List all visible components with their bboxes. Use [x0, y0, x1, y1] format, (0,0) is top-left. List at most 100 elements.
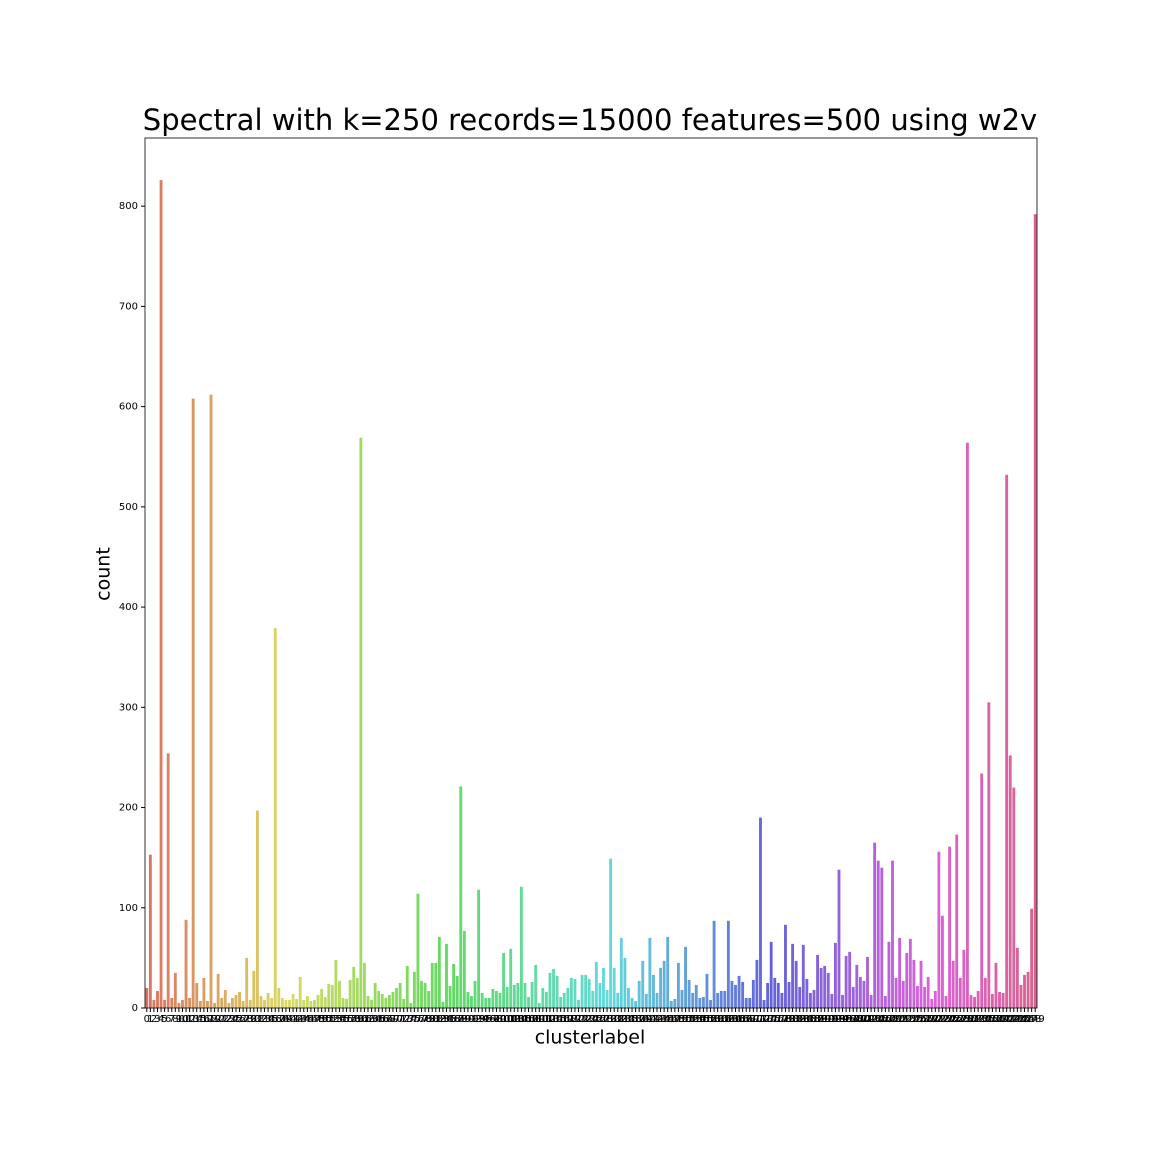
bar	[156, 990, 159, 1008]
x-tick-label: 60	[354, 1014, 367, 1025]
bar	[188, 997, 192, 1008]
bar	[552, 968, 555, 1008]
x-tick-label: 55	[337, 1014, 350, 1025]
bar	[687, 979, 691, 1008]
bar	[784, 924, 787, 1008]
x-tick-label: 206	[872, 1014, 891, 1025]
x-tick-label: 61	[358, 1014, 371, 1025]
x-tick-label: 87	[451, 1014, 464, 1025]
x-tick-label: 90	[462, 1014, 475, 1025]
x-tick-label: 178	[772, 1014, 791, 1025]
bar	[166, 753, 170, 1008]
x-tick-label: 100	[494, 1014, 513, 1025]
bar	[591, 990, 595, 1008]
x-tick-label: 14	[190, 1014, 203, 1025]
bar	[291, 993, 295, 1008]
x-tick-label: 56	[340, 1014, 353, 1025]
bar	[705, 973, 709, 1008]
x-tick-label: 119	[562, 1014, 581, 1025]
bar	[691, 992, 695, 1008]
x-tick-label: 145	[655, 1014, 674, 1025]
x-tick-label: 53	[330, 1014, 343, 1025]
bar	[894, 977, 898, 1008]
x-tick-label: 8	[172, 1014, 178, 1025]
bar	[830, 993, 834, 1008]
bar	[627, 987, 630, 1008]
x-tick-label: 5	[161, 1014, 167, 1025]
x-tick-label: 183	[790, 1014, 809, 1025]
bar	[323, 996, 327, 1008]
bar	[470, 995, 473, 1008]
bar	[926, 976, 930, 1008]
x-tick-label: 117	[555, 1014, 574, 1025]
bar	[577, 999, 580, 1008]
x-tick-label: 148	[665, 1014, 684, 1025]
bar	[213, 1002, 217, 1008]
bar	[206, 1000, 209, 1008]
bar	[955, 834, 959, 1008]
x-tick-label: 4	[158, 1014, 164, 1025]
x-tick-label: 125	[583, 1014, 602, 1025]
bar	[716, 992, 720, 1008]
x-tick-label: 189	[812, 1014, 831, 1025]
y-tick-label: 200	[119, 803, 138, 814]
bar	[320, 988, 324, 1008]
x-tick-label: 50	[319, 1014, 332, 1025]
bar	[584, 974, 588, 1008]
bar	[801, 944, 805, 1008]
x-tick-label: 114	[544, 1014, 563, 1025]
bar	[908, 938, 912, 1008]
y-tick-label: 400	[119, 602, 138, 613]
x-tick-label: 131	[605, 1014, 624, 1025]
x-tick-label: 116	[551, 1014, 570, 1025]
bar	[726, 920, 730, 1008]
y-tick-label: 800	[119, 201, 138, 212]
x-tick-label: 22	[219, 1014, 232, 1025]
bar	[951, 960, 955, 1008]
bar	[876, 860, 880, 1008]
x-tick-label: 104	[508, 1014, 527, 1025]
x-tick-label: 136	[622, 1014, 641, 1025]
bar	[559, 996, 563, 1008]
x-tick-label: 84	[440, 1014, 453, 1025]
bar	[676, 962, 680, 1008]
bar	[759, 817, 762, 1008]
x-tick-label: 69	[387, 1014, 400, 1025]
x-tick-label: 46	[305, 1014, 318, 1025]
x-tick-label: 132	[608, 1014, 627, 1025]
bar	[359, 437, 363, 1008]
bar	[184, 919, 188, 1008]
x-tick-label: 220	[922, 1014, 941, 1025]
bar	[812, 989, 816, 1008]
bar	[723, 990, 727, 1008]
bar	[541, 987, 545, 1008]
x-tick-label: 45	[301, 1014, 314, 1025]
bar	[709, 999, 712, 1008]
bar	[858, 976, 862, 1008]
x-tick-label: 29	[244, 1014, 257, 1025]
bar	[309, 1000, 313, 1008]
x-tick-label: 64	[369, 1014, 382, 1025]
x-tick-label: 207	[876, 1014, 895, 1025]
x-tick-label: 203	[862, 1014, 881, 1025]
x-tick-label: 173	[755, 1014, 774, 1025]
x-tick-label: 204	[865, 1014, 884, 1025]
bar	[512, 984, 516, 1008]
bar	[666, 936, 670, 1008]
x-tick-label: 16	[198, 1014, 211, 1025]
bar	[562, 992, 566, 1008]
y-tick-label: 100	[119, 903, 138, 914]
x-tick-label: 105	[512, 1014, 531, 1025]
bar	[177, 1002, 181, 1008]
x-tick-label: 192	[822, 1014, 841, 1025]
bar	[484, 997, 488, 1008]
bar	[412, 971, 416, 1008]
bar	[313, 999, 316, 1008]
bar	[1001, 992, 1005, 1008]
bar	[873, 842, 877, 1008]
bar	[609, 858, 613, 1008]
x-tick-label: 184	[794, 1014, 813, 1025]
x-tick-label: 151	[676, 1014, 695, 1025]
x-tick-label: 103	[505, 1014, 524, 1025]
